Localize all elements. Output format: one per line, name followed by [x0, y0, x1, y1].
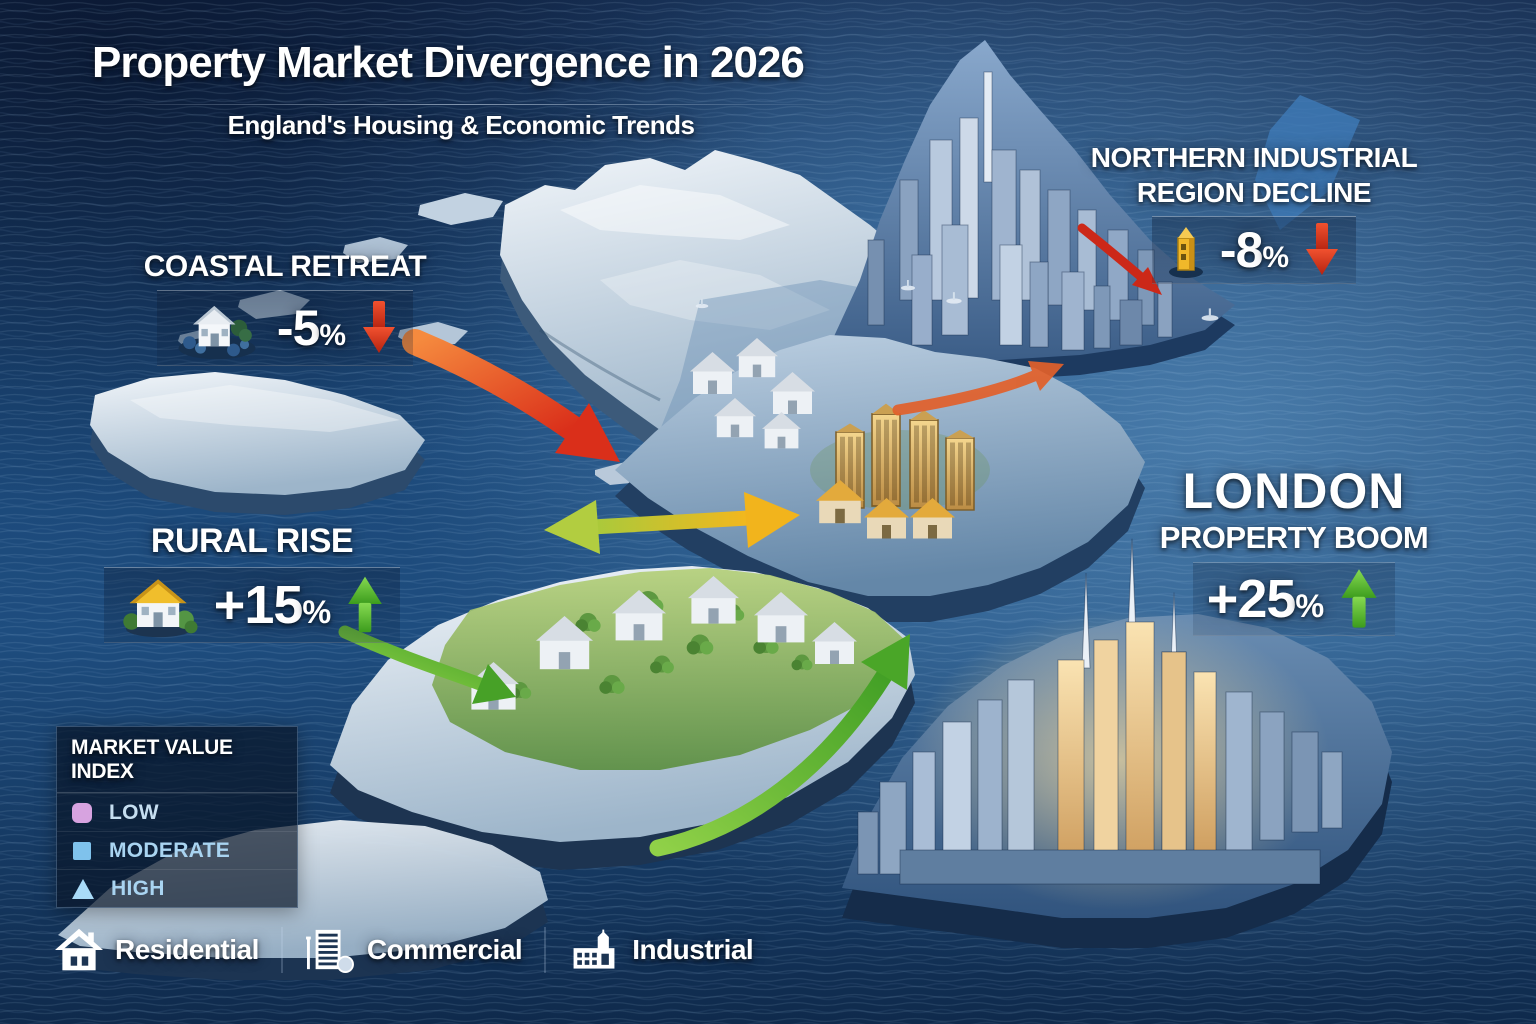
trend-down-arrow-icon	[1306, 223, 1339, 275]
legend-item-low: LOW	[57, 793, 297, 831]
key-divider	[280, 927, 283, 973]
northern-industrial-city	[830, 40, 1360, 380]
house-icon	[55, 928, 103, 971]
western-isles	[90, 372, 425, 515]
rural-growth-arrow	[338, 625, 516, 704]
northern-skyscrapers	[867, 71, 1173, 351]
ptype-label: Industrial	[632, 934, 754, 965]
rural-rise-value: +15%	[213, 575, 331, 635]
callout-coastal-retreat: COASTAL RETREAT -5%	[118, 250, 452, 366]
trend-down-arrow-icon	[363, 301, 396, 353]
central-landmass	[615, 335, 1145, 622]
coastal-retreat-value: -5%	[276, 300, 346, 356]
northern-decline-stat: -8%	[1151, 216, 1357, 284]
northern-decline-arrow	[1077, 223, 1162, 295]
london-boom-stat: +25%	[1192, 562, 1396, 636]
ptype-commercial: Commercial	[305, 927, 523, 973]
london-boom-subtitle: PROPERTY BOOM	[1159, 520, 1429, 555]
legend-label: LOW	[109, 800, 159, 824]
legend-item-high: HIGH	[57, 869, 297, 907]
london-skyscrapers	[857, 538, 1343, 885]
london-boom-title: LONDON	[1182, 463, 1406, 519]
trend-up-arrow-icon	[348, 576, 383, 633]
outflow-arrow	[892, 361, 1064, 416]
ptype-label: Commercial	[366, 934, 523, 965]
market-value-index-legend: MARKET VALUE INDEX LOW MODERATE HIGH	[56, 726, 298, 908]
ptype-label: Residential	[115, 934, 259, 965]
london-boom-value: +25%	[1206, 569, 1324, 629]
high-swatch-icon	[72, 878, 94, 899]
callout-northern-decline: NORTHERN INDUSTRIAL REGION DECLINE -8%	[1072, 140, 1436, 284]
northern-decline-title: NORTHERN INDUSTRIAL REGION DECLINE	[1090, 142, 1418, 208]
trend-up-arrow-icon	[1341, 569, 1377, 628]
flow-arrows	[338, 223, 1162, 857]
office-building-icon	[305, 929, 354, 973]
legend-label: HIGH	[111, 876, 165, 900]
rural-rise-title: RURAL RISE	[150, 522, 354, 560]
coastal-decline-arrow	[402, 329, 620, 462]
migration-arrow	[544, 492, 800, 554]
factory-icon	[573, 929, 615, 969]
page-subtitle: England's Housing & Economic Trends	[227, 110, 695, 140]
callout-rural-rise: RURAL RISE +15%	[82, 522, 422, 643]
rural-island	[330, 566, 915, 870]
coastal-retreat-title: COASTAL RETREAT	[143, 250, 427, 283]
key-divider	[544, 927, 547, 973]
page-title: Property Market Divergence in 2026	[92, 38, 805, 87]
ptype-industrial: Industrial	[568, 928, 754, 972]
low-swatch-icon	[72, 802, 92, 823]
rural-house-icon	[123, 579, 198, 638]
property-type-key: Residential Commercial Industrial	[55, 920, 754, 980]
legend-title: MARKET VALUE INDEX	[57, 727, 297, 793]
northern-decline-value: -8%	[1219, 222, 1289, 278]
factory-icon	[1168, 227, 1203, 278]
moderate-swatch-icon	[73, 841, 91, 860]
coastal-retreat-stat: -5%	[156, 290, 414, 366]
title-divider	[58, 104, 864, 105]
legend-label: MODERATE	[109, 838, 231, 862]
london-growth-arrow	[649, 634, 910, 857]
london-island	[842, 538, 1392, 948]
callout-london-boom: LONDON PROPERTY BOOM +25%	[1122, 462, 1466, 636]
ptype-residential: Residential	[55, 928, 259, 972]
legend-item-moderate: MODERATE	[57, 831, 297, 869]
coastal-house-icon	[178, 306, 256, 360]
rural-rise-stat: +15%	[103, 567, 401, 643]
